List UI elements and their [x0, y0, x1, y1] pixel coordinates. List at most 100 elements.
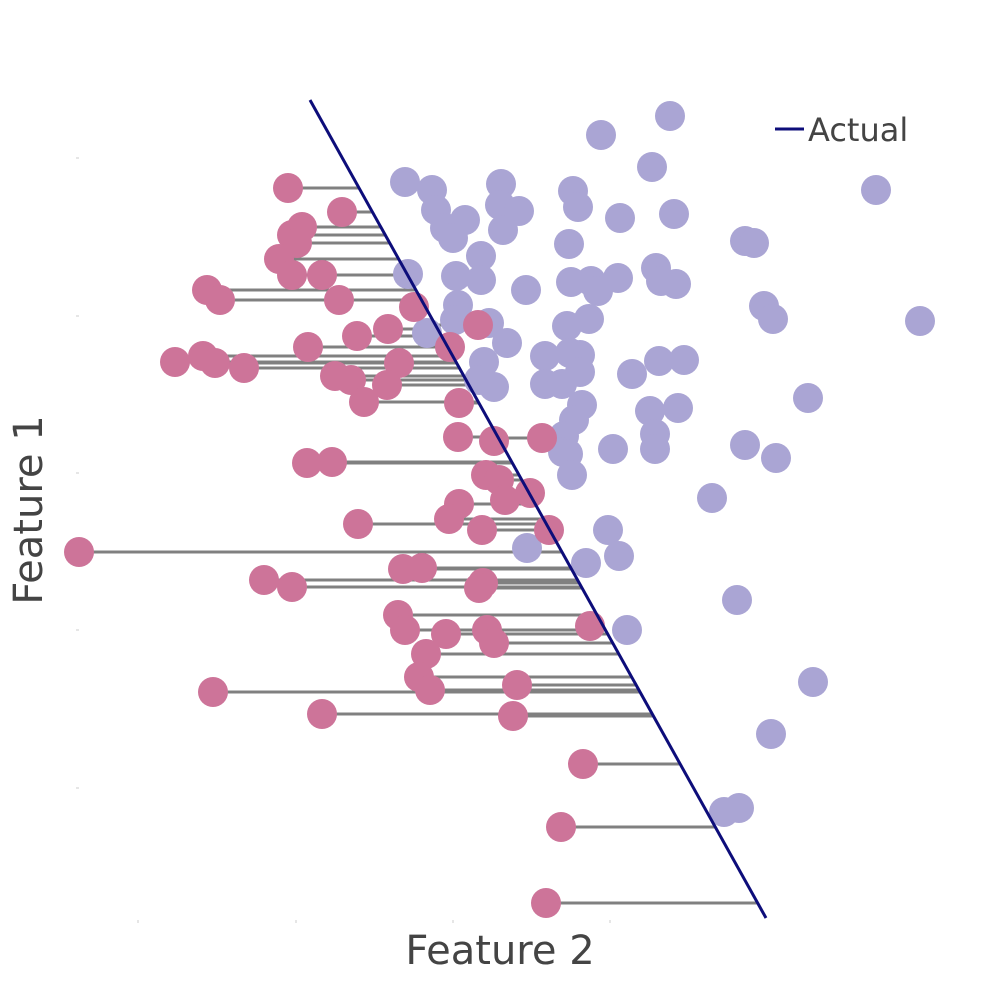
point-positive[interactable]: [554, 229, 584, 259]
point-negative[interactable]: [415, 675, 445, 705]
point-negative[interactable]: [277, 572, 307, 602]
point-negative[interactable]: [467, 515, 497, 545]
negative-class-points: [64, 173, 605, 918]
point-negative[interactable]: [273, 173, 303, 203]
boundary-line: [308, 99, 768, 919]
point-negative[interactable]: [277, 260, 307, 290]
point-positive[interactable]: [466, 241, 496, 271]
point-positive[interactable]: [565, 357, 595, 387]
point-positive[interactable]: [861, 175, 891, 205]
point-positive[interactable]: [640, 434, 670, 464]
point-positive[interactable]: [605, 203, 635, 233]
point-positive[interactable]: [466, 265, 496, 295]
point-negative[interactable]: [464, 573, 494, 603]
point-positive[interactable]: [511, 275, 541, 305]
point-negative[interactable]: [292, 448, 322, 478]
point-positive[interactable]: [440, 305, 470, 335]
point-positive[interactable]: [758, 304, 788, 334]
point-negative[interactable]: [435, 332, 465, 362]
point-positive[interactable]: [663, 393, 693, 423]
point-negative[interactable]: [327, 197, 357, 227]
point-positive[interactable]: [563, 192, 593, 222]
point-negative[interactable]: [390, 615, 420, 645]
point-positive[interactable]: [655, 101, 685, 131]
point-positive[interactable]: [479, 372, 509, 402]
point-positive[interactable]: [612, 615, 642, 645]
point-negative[interactable]: [198, 677, 228, 707]
point-negative[interactable]: [249, 565, 279, 595]
point-positive[interactable]: [709, 797, 739, 827]
point-negative[interactable]: [527, 423, 557, 453]
positive-class-points: [390, 101, 935, 827]
point-negative[interactable]: [307, 260, 337, 290]
point-negative[interactable]: [443, 422, 473, 452]
point-negative[interactable]: [384, 348, 414, 378]
point-positive[interactable]: [492, 328, 522, 358]
point-negative[interactable]: [431, 619, 461, 649]
point-negative[interactable]: [479, 426, 509, 456]
point-positive[interactable]: [722, 585, 752, 615]
point-negative[interactable]: [200, 348, 230, 378]
point-negative[interactable]: [434, 504, 464, 534]
point-negative[interactable]: [342, 321, 372, 351]
point-positive[interactable]: [659, 199, 689, 229]
point-negative[interactable]: [568, 749, 598, 779]
point-negative[interactable]: [498, 701, 528, 731]
point-positive[interactable]: [761, 443, 791, 473]
point-positive[interactable]: [593, 515, 623, 545]
point-positive[interactable]: [586, 120, 616, 150]
point-positive[interactable]: [488, 215, 518, 245]
point-negative[interactable]: [160, 347, 190, 377]
point-negative[interactable]: [531, 888, 561, 918]
point-negative[interactable]: [373, 314, 403, 344]
point-negative[interactable]: [463, 310, 493, 340]
point-positive[interactable]: [604, 541, 634, 571]
point-negative[interactable]: [479, 628, 509, 658]
point-positive[interactable]: [617, 359, 647, 389]
point-negative[interactable]: [64, 537, 94, 567]
point-negative[interactable]: [444, 388, 474, 418]
point-positive[interactable]: [669, 345, 699, 375]
point-positive[interactable]: [661, 269, 691, 299]
point-positive[interactable]: [557, 460, 587, 490]
legend[interactable]: Actual: [775, 111, 908, 149]
point-positive[interactable]: [905, 306, 935, 336]
point-positive[interactable]: [756, 719, 786, 749]
y-axis-title: Feature 1: [6, 415, 52, 604]
point-positive[interactable]: [438, 223, 468, 253]
point-negative[interactable]: [205, 285, 235, 315]
axis-ticks: [76, 157, 611, 923]
point-negative[interactable]: [407, 553, 437, 583]
point-negative[interactable]: [502, 670, 532, 700]
point-negative[interactable]: [411, 639, 441, 669]
point-positive[interactable]: [637, 152, 667, 182]
point-positive[interactable]: [635, 396, 665, 426]
point-positive[interactable]: [598, 434, 628, 464]
point-negative[interactable]: [349, 387, 379, 417]
point-positive[interactable]: [697, 483, 727, 513]
point-positive[interactable]: [603, 263, 633, 293]
point-negative[interactable]: [229, 353, 259, 383]
point-negative[interactable]: [343, 509, 373, 539]
point-positive[interactable]: [730, 430, 760, 460]
point-positive[interactable]: [512, 533, 542, 563]
point-negative[interactable]: [575, 611, 605, 641]
point-negative[interactable]: [317, 447, 347, 477]
point-negative[interactable]: [546, 812, 576, 842]
point-positive[interactable]: [644, 346, 674, 376]
point-positive[interactable]: [793, 383, 823, 413]
point-positive[interactable]: [739, 228, 769, 258]
point-negative[interactable]: [293, 332, 323, 362]
point-positive[interactable]: [441, 261, 471, 291]
point-positive[interactable]: [798, 667, 828, 697]
point-positive[interactable]: [574, 304, 604, 334]
point-negative[interactable]: [372, 370, 402, 400]
point-negative[interactable]: [307, 699, 337, 729]
point-positive[interactable]: [530, 341, 560, 371]
point-negative[interactable]: [336, 365, 366, 395]
point-positive[interactable]: [571, 548, 601, 578]
point-negative[interactable]: [490, 485, 520, 515]
point-negative[interactable]: [324, 285, 354, 315]
point-positive[interactable]: [390, 167, 420, 197]
